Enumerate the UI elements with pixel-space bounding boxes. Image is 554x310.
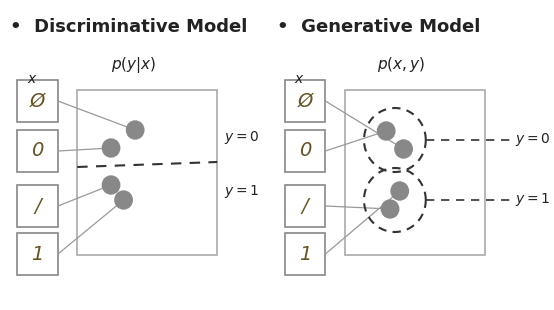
Text: •  Generative Model: • Generative Model — [277, 18, 480, 36]
Text: Ø: Ø — [297, 91, 313, 110]
FancyBboxPatch shape — [345, 90, 485, 255]
Text: /: / — [34, 197, 41, 215]
Text: $p(y|x)$: $p(y|x)$ — [110, 55, 156, 75]
FancyBboxPatch shape — [77, 90, 217, 255]
Text: $x$: $x$ — [295, 72, 305, 86]
Circle shape — [102, 139, 120, 157]
Text: 0: 0 — [299, 141, 311, 161]
Circle shape — [377, 122, 395, 140]
Circle shape — [115, 191, 132, 209]
Text: /: / — [302, 197, 309, 215]
FancyBboxPatch shape — [285, 130, 325, 172]
Text: $y = 1$: $y = 1$ — [224, 184, 259, 201]
Circle shape — [395, 140, 412, 158]
Circle shape — [126, 121, 144, 139]
Text: $p(x, y)$: $p(x, y)$ — [377, 55, 425, 74]
Text: •  Discriminative Model: • Discriminative Model — [9, 18, 247, 36]
Text: 1: 1 — [32, 245, 44, 264]
FancyBboxPatch shape — [285, 233, 325, 275]
Text: $y = 0$: $y = 0$ — [515, 131, 550, 148]
Text: $y = 0$: $y = 0$ — [224, 130, 259, 147]
FancyBboxPatch shape — [17, 80, 58, 122]
FancyBboxPatch shape — [285, 185, 325, 227]
FancyBboxPatch shape — [17, 185, 58, 227]
Circle shape — [381, 200, 399, 218]
Circle shape — [391, 182, 408, 200]
FancyBboxPatch shape — [285, 80, 325, 122]
FancyBboxPatch shape — [17, 130, 58, 172]
FancyBboxPatch shape — [17, 233, 58, 275]
Text: 0: 0 — [32, 141, 44, 161]
Circle shape — [102, 176, 120, 194]
Text: Ø: Ø — [30, 91, 45, 110]
Text: $y = 1$: $y = 1$ — [515, 192, 550, 209]
Text: $x$: $x$ — [27, 72, 38, 86]
Text: 1: 1 — [299, 245, 311, 264]
